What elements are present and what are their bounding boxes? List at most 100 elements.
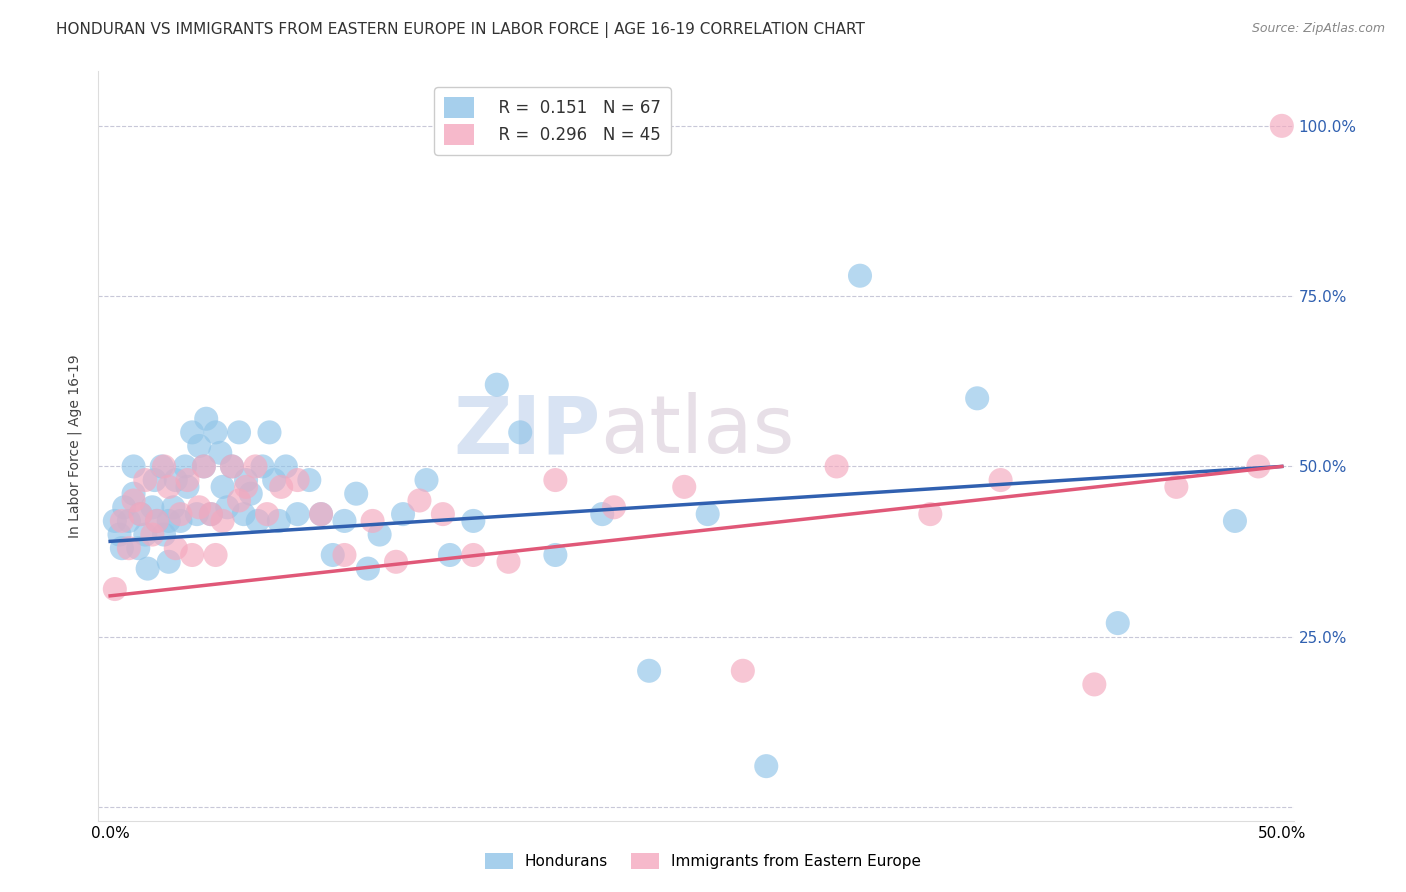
Point — [136, 561, 159, 575]
Point — [498, 555, 520, 569]
Point — [129, 507, 152, 521]
Point — [122, 459, 145, 474]
Point — [1223, 514, 1246, 528]
Point — [731, 664, 754, 678]
Point — [181, 548, 204, 562]
Point — [193, 459, 215, 474]
Point — [544, 548, 567, 562]
Legend:   R =  0.151   N = 67,   R =  0.296   N = 45: R = 0.151 N = 67, R = 0.296 N = 45 — [434, 87, 671, 154]
Point — [309, 507, 332, 521]
Text: ZIP: ZIP — [453, 392, 600, 470]
Point — [228, 425, 250, 440]
Point — [509, 425, 531, 440]
Point — [544, 473, 567, 487]
Point — [111, 514, 134, 528]
Point — [118, 514, 141, 528]
Text: HONDURAN VS IMMIGRANTS FROM EASTERN EUROPE IN LABOR FORCE | AGE 16-19 CORRELATIO: HONDURAN VS IMMIGRANTS FROM EASTERN EURO… — [56, 22, 865, 38]
Point — [153, 459, 176, 474]
Point — [221, 459, 243, 474]
Point — [165, 473, 187, 487]
Point — [200, 507, 222, 521]
Point — [638, 664, 661, 678]
Point — [344, 486, 367, 500]
Point — [990, 473, 1012, 487]
Point — [270, 480, 292, 494]
Point — [141, 500, 163, 515]
Point — [157, 480, 180, 494]
Point — [153, 527, 176, 541]
Point — [825, 459, 848, 474]
Point — [141, 527, 163, 541]
Point — [134, 527, 156, 541]
Point — [211, 480, 233, 494]
Point — [368, 527, 391, 541]
Point — [165, 541, 187, 556]
Point — [169, 507, 191, 521]
Point — [176, 473, 198, 487]
Point — [287, 473, 309, 487]
Point — [274, 459, 297, 474]
Point — [333, 514, 356, 528]
Point — [246, 514, 269, 528]
Point — [920, 507, 942, 521]
Point — [298, 473, 321, 487]
Point — [309, 507, 332, 521]
Point — [188, 500, 211, 515]
Point — [849, 268, 872, 283]
Point — [104, 582, 127, 596]
Point — [245, 459, 267, 474]
Point — [1166, 480, 1188, 494]
Point — [263, 473, 285, 487]
Point — [259, 425, 281, 440]
Point — [485, 377, 508, 392]
Point — [204, 425, 226, 440]
Text: Source: ZipAtlas.com: Source: ZipAtlas.com — [1251, 22, 1385, 36]
Point — [195, 411, 218, 425]
Point — [415, 473, 437, 487]
Y-axis label: In Labor Force | Age 16-19: In Labor Force | Age 16-19 — [67, 354, 83, 538]
Point — [221, 459, 243, 474]
Point — [755, 759, 778, 773]
Point — [1271, 119, 1294, 133]
Point — [432, 507, 454, 521]
Point — [322, 548, 344, 562]
Point — [1247, 459, 1270, 474]
Point — [287, 507, 309, 521]
Point — [150, 459, 173, 474]
Point — [696, 507, 718, 521]
Point — [112, 500, 135, 515]
Point — [118, 541, 141, 556]
Point — [104, 514, 127, 528]
Point — [591, 507, 613, 521]
Point — [146, 514, 169, 528]
Point — [134, 473, 156, 487]
Point — [239, 486, 262, 500]
Point — [157, 555, 180, 569]
Point — [357, 561, 380, 575]
Point — [181, 425, 204, 440]
Point — [252, 459, 274, 474]
Point — [169, 514, 191, 528]
Point — [122, 493, 145, 508]
Point — [603, 500, 626, 515]
Point — [333, 548, 356, 562]
Point — [267, 514, 290, 528]
Point — [385, 555, 408, 569]
Point — [193, 459, 215, 474]
Point — [361, 514, 384, 528]
Point — [966, 392, 988, 406]
Point — [204, 548, 226, 562]
Point — [108, 527, 131, 541]
Point — [146, 514, 169, 528]
Text: atlas: atlas — [600, 392, 794, 470]
Point — [176, 480, 198, 494]
Point — [188, 439, 211, 453]
Point — [129, 507, 152, 521]
Point — [392, 507, 415, 521]
Point — [463, 514, 485, 528]
Point — [217, 500, 239, 515]
Point — [162, 500, 184, 515]
Point — [235, 480, 257, 494]
Point — [439, 548, 461, 562]
Point — [1083, 677, 1105, 691]
